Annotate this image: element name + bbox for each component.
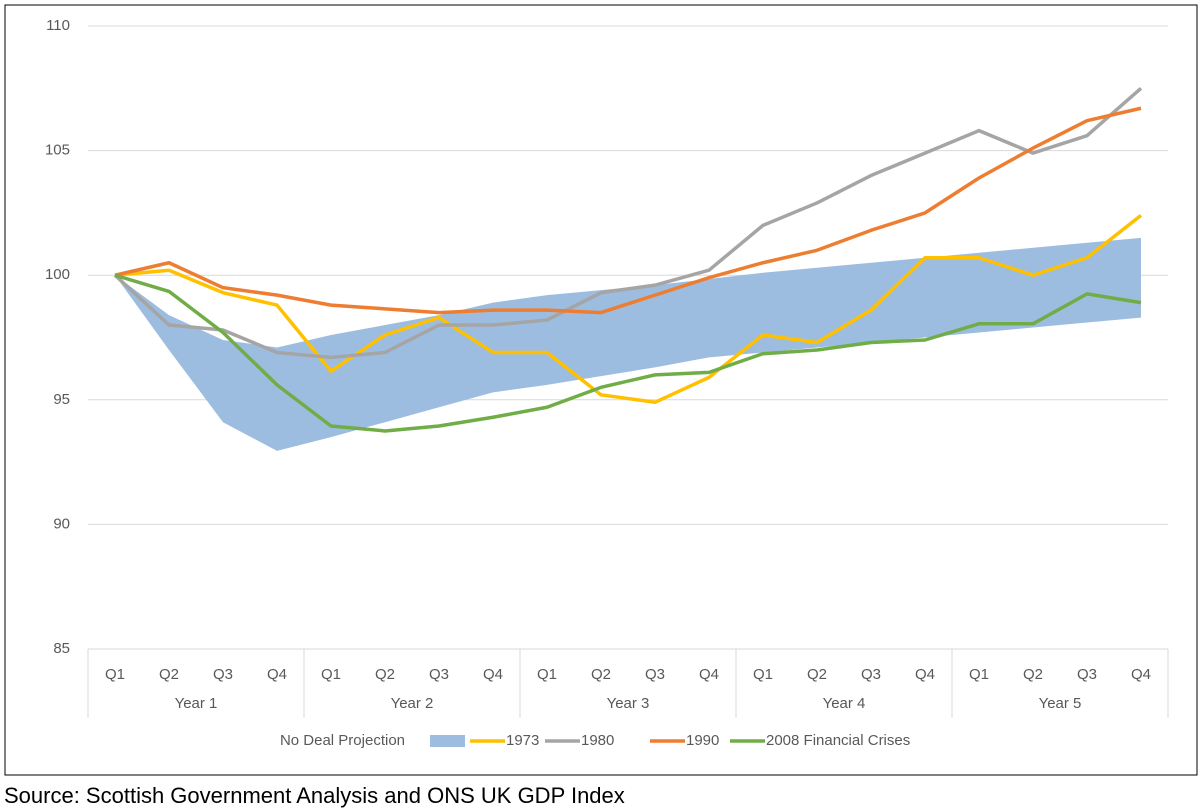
x-tick-label: Q3 xyxy=(213,666,233,683)
legend-label: 1990 xyxy=(686,732,719,749)
series-line xyxy=(114,214,1143,405)
x-tick-label: Q4 xyxy=(699,666,719,683)
series-line xyxy=(114,106,1142,315)
x-tick-label: Q4 xyxy=(915,666,935,683)
x-tick-label: Q1 xyxy=(321,666,341,683)
x-tick-label: Q3 xyxy=(645,666,665,683)
x-tick-label: Q1 xyxy=(969,666,989,683)
y-tick-label: 90 xyxy=(53,515,70,532)
y-tick-label: 105 xyxy=(45,142,70,159)
x-tick-label: Q4 xyxy=(483,666,503,683)
x-group-label: Year 3 xyxy=(607,695,650,712)
series-line xyxy=(114,273,1142,433)
y-tick-label: 110 xyxy=(46,17,70,34)
legend-label: 1973 xyxy=(506,732,539,749)
source: Source: Scottish Government Analysis and… xyxy=(4,783,625,808)
y-tick-label: 95 xyxy=(53,391,70,408)
x-tick-label: Q4 xyxy=(267,666,287,683)
x-tick-label: Q2 xyxy=(159,666,179,683)
x-tick-label: Q1 xyxy=(105,666,125,683)
legend-label: 2008 Financial Crises xyxy=(766,732,910,749)
y-tick-label: 100 xyxy=(45,266,70,283)
x-tick-label: Q2 xyxy=(807,666,827,683)
frame xyxy=(4,4,1198,776)
legend-label: No Deal Projection xyxy=(280,732,405,749)
x-group-label: Year 2 xyxy=(391,695,434,712)
projection-band xyxy=(115,237,1141,451)
legend-swatch xyxy=(430,735,465,747)
x-group-label: Year 1 xyxy=(175,695,218,712)
x-group-label: Year 5 xyxy=(1039,695,1082,712)
x-tick-label: Q3 xyxy=(429,666,449,683)
x-tick-label: Q2 xyxy=(1023,666,1043,683)
x-tick-label: Q3 xyxy=(1077,666,1097,683)
x-group-label: Year 4 xyxy=(823,695,866,712)
x-tick-label: Q1 xyxy=(753,666,773,683)
y-tick-label: 85 xyxy=(53,640,70,657)
x-tick-label: Q2 xyxy=(591,666,611,683)
legend-label: 1980 xyxy=(581,732,614,749)
x-tick-label: Q1 xyxy=(537,666,557,683)
series-line xyxy=(113,86,1143,360)
x-tick-label: Q4 xyxy=(1131,666,1151,683)
x-tick-label: Q3 xyxy=(861,666,881,683)
x-tick-label: Q2 xyxy=(375,666,395,683)
